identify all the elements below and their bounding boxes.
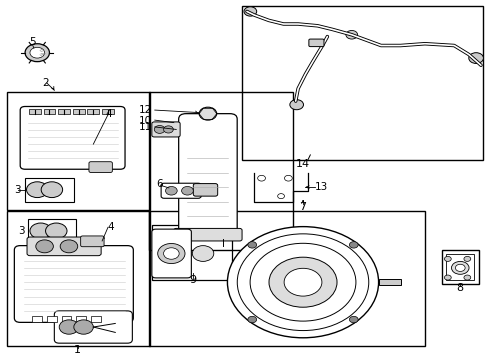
Bar (76, 316, 86, 321)
FancyBboxPatch shape (89, 162, 112, 172)
Circle shape (450, 261, 468, 274)
Circle shape (244, 7, 256, 16)
Circle shape (59, 320, 79, 334)
Circle shape (444, 275, 450, 280)
Circle shape (165, 186, 177, 195)
Circle shape (45, 223, 67, 239)
Circle shape (30, 47, 44, 58)
Circle shape (463, 275, 470, 280)
Circle shape (247, 242, 256, 248)
FancyBboxPatch shape (178, 114, 237, 239)
Bar (27, 220, 76, 243)
Text: 4: 4 (107, 222, 113, 231)
FancyBboxPatch shape (27, 237, 101, 256)
Circle shape (60, 240, 78, 253)
FancyBboxPatch shape (152, 229, 191, 278)
Bar (73, 109, 84, 114)
Circle shape (284, 175, 292, 181)
Circle shape (181, 186, 193, 195)
Text: 7: 7 (299, 202, 306, 212)
Text: 10: 10 (139, 116, 152, 126)
Circle shape (289, 100, 303, 110)
Bar (29, 109, 41, 114)
Circle shape (199, 107, 216, 120)
Bar (445, 253, 473, 280)
FancyBboxPatch shape (152, 122, 180, 137)
Circle shape (454, 264, 464, 271)
Bar (378, 279, 400, 285)
Circle shape (26, 182, 48, 198)
Text: 3: 3 (18, 226, 24, 236)
FancyBboxPatch shape (161, 183, 201, 198)
Bar (242, 6, 483, 160)
Text: 13: 13 (315, 182, 328, 192)
Circle shape (36, 240, 53, 253)
Circle shape (349, 242, 357, 248)
Circle shape (30, 223, 51, 239)
Circle shape (237, 234, 368, 330)
Bar (6, 92, 150, 211)
Text: 14: 14 (295, 159, 309, 169)
Bar (91, 316, 101, 321)
Text: 4: 4 (105, 109, 112, 119)
FancyBboxPatch shape (81, 236, 104, 247)
Circle shape (345, 31, 357, 39)
Text: 1: 1 (74, 345, 81, 355)
Circle shape (349, 316, 357, 323)
Circle shape (163, 248, 179, 259)
Circle shape (247, 316, 256, 323)
Circle shape (468, 53, 483, 63)
Text: 11: 11 (138, 122, 152, 132)
Text: 5: 5 (29, 37, 36, 47)
Text: 3: 3 (14, 185, 21, 195)
FancyBboxPatch shape (54, 311, 132, 343)
FancyBboxPatch shape (308, 39, 324, 46)
Bar (47, 316, 57, 321)
Circle shape (158, 243, 184, 264)
Circle shape (249, 243, 355, 321)
Circle shape (74, 320, 93, 334)
Circle shape (192, 246, 213, 261)
Bar (43, 109, 55, 114)
Bar (58, 109, 70, 114)
Circle shape (268, 257, 336, 307)
Circle shape (163, 126, 173, 133)
Text: 12: 12 (138, 105, 152, 115)
Bar (25, 178, 74, 202)
Bar (6, 211, 150, 346)
Text: 9: 9 (189, 275, 197, 285)
Circle shape (154, 126, 164, 134)
FancyBboxPatch shape (193, 184, 217, 196)
Bar (32, 316, 42, 321)
Text: 6: 6 (156, 179, 162, 189)
Bar (87, 109, 99, 114)
Circle shape (25, 44, 49, 62)
Circle shape (227, 226, 378, 338)
Bar (102, 109, 114, 114)
Bar (61, 316, 71, 321)
FancyBboxPatch shape (173, 228, 242, 241)
Bar (152, 225, 232, 280)
Bar (149, 211, 424, 346)
Circle shape (257, 175, 265, 181)
Text: 2: 2 (42, 78, 49, 88)
Circle shape (284, 268, 321, 296)
Circle shape (444, 256, 450, 261)
Bar (441, 250, 478, 284)
Bar (149, 92, 293, 250)
Circle shape (277, 194, 284, 199)
FancyBboxPatch shape (14, 246, 133, 322)
Circle shape (463, 256, 470, 261)
Circle shape (41, 182, 62, 198)
Text: 8: 8 (455, 283, 463, 293)
FancyBboxPatch shape (20, 107, 125, 169)
